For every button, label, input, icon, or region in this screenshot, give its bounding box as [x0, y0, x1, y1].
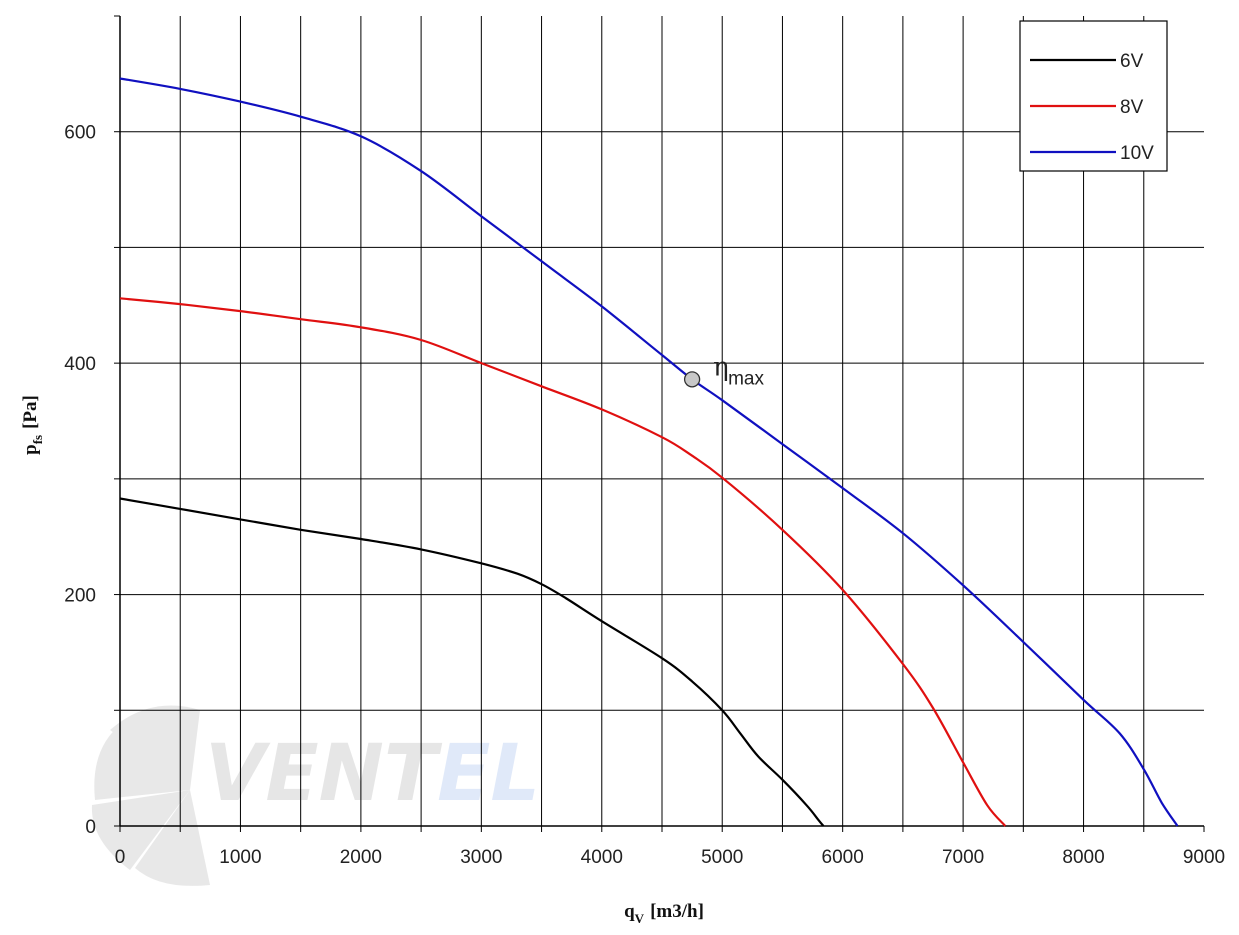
series-line-8v	[119, 297, 1007, 827]
x-tick-label: 2000	[340, 847, 382, 868]
x-tick-label: 9000	[1183, 847, 1225, 868]
x-tick-labels: 0 1000 2000 3000 4000 5000 6000 7000 8000 9000	[115, 847, 1225, 868]
legend: 6V 8V 10V	[1019, 20, 1168, 172]
x-tick-label: 6000	[822, 847, 864, 868]
x-tick-label: 8000	[1062, 847, 1104, 868]
y-tick-label: 200	[64, 586, 96, 607]
y-tick-label: 400	[64, 354, 96, 375]
y-axis-title: pfs[Pa]	[20, 395, 45, 455]
x-tick-label: 0	[115, 847, 126, 868]
x-tick-label: 3000	[460, 847, 502, 868]
legend-label-6v: 6V	[1120, 51, 1144, 72]
watermark-text: VENTEL	[205, 729, 540, 819]
chart-annotations: η max	[683, 352, 765, 389]
eta-max-marker	[683, 371, 701, 388]
legend-label-10v: 10V	[1120, 143, 1154, 164]
grid-lines	[120, 16, 1204, 826]
y-tick-labels: 0 200 400 600	[64, 123, 96, 838]
x-tick-label: 1000	[219, 847, 261, 868]
eta-max-subscript: max	[728, 368, 764, 389]
series-line-10v	[119, 77, 1179, 827]
y-tick-label: 0	[85, 817, 96, 838]
x-axis-title: qV [m3/h]	[624, 901, 704, 926]
fan-blades-icon	[91, 705, 210, 886]
legend-label-8v: 8V	[1120, 97, 1144, 118]
series-line-6v	[119, 497, 825, 827]
x-tick-label: 4000	[581, 847, 623, 868]
legend-box	[1019, 20, 1168, 172]
eta-max-label: η	[713, 352, 729, 382]
y-tick-label: 600	[64, 123, 96, 144]
x-tick-label: 5000	[701, 847, 743, 868]
series-lines	[119, 77, 1179, 827]
ventel-watermark-logo: VENTEL	[91, 705, 540, 886]
axes-frame	[114, 15, 1205, 832]
x-tick-label: 7000	[942, 847, 984, 868]
